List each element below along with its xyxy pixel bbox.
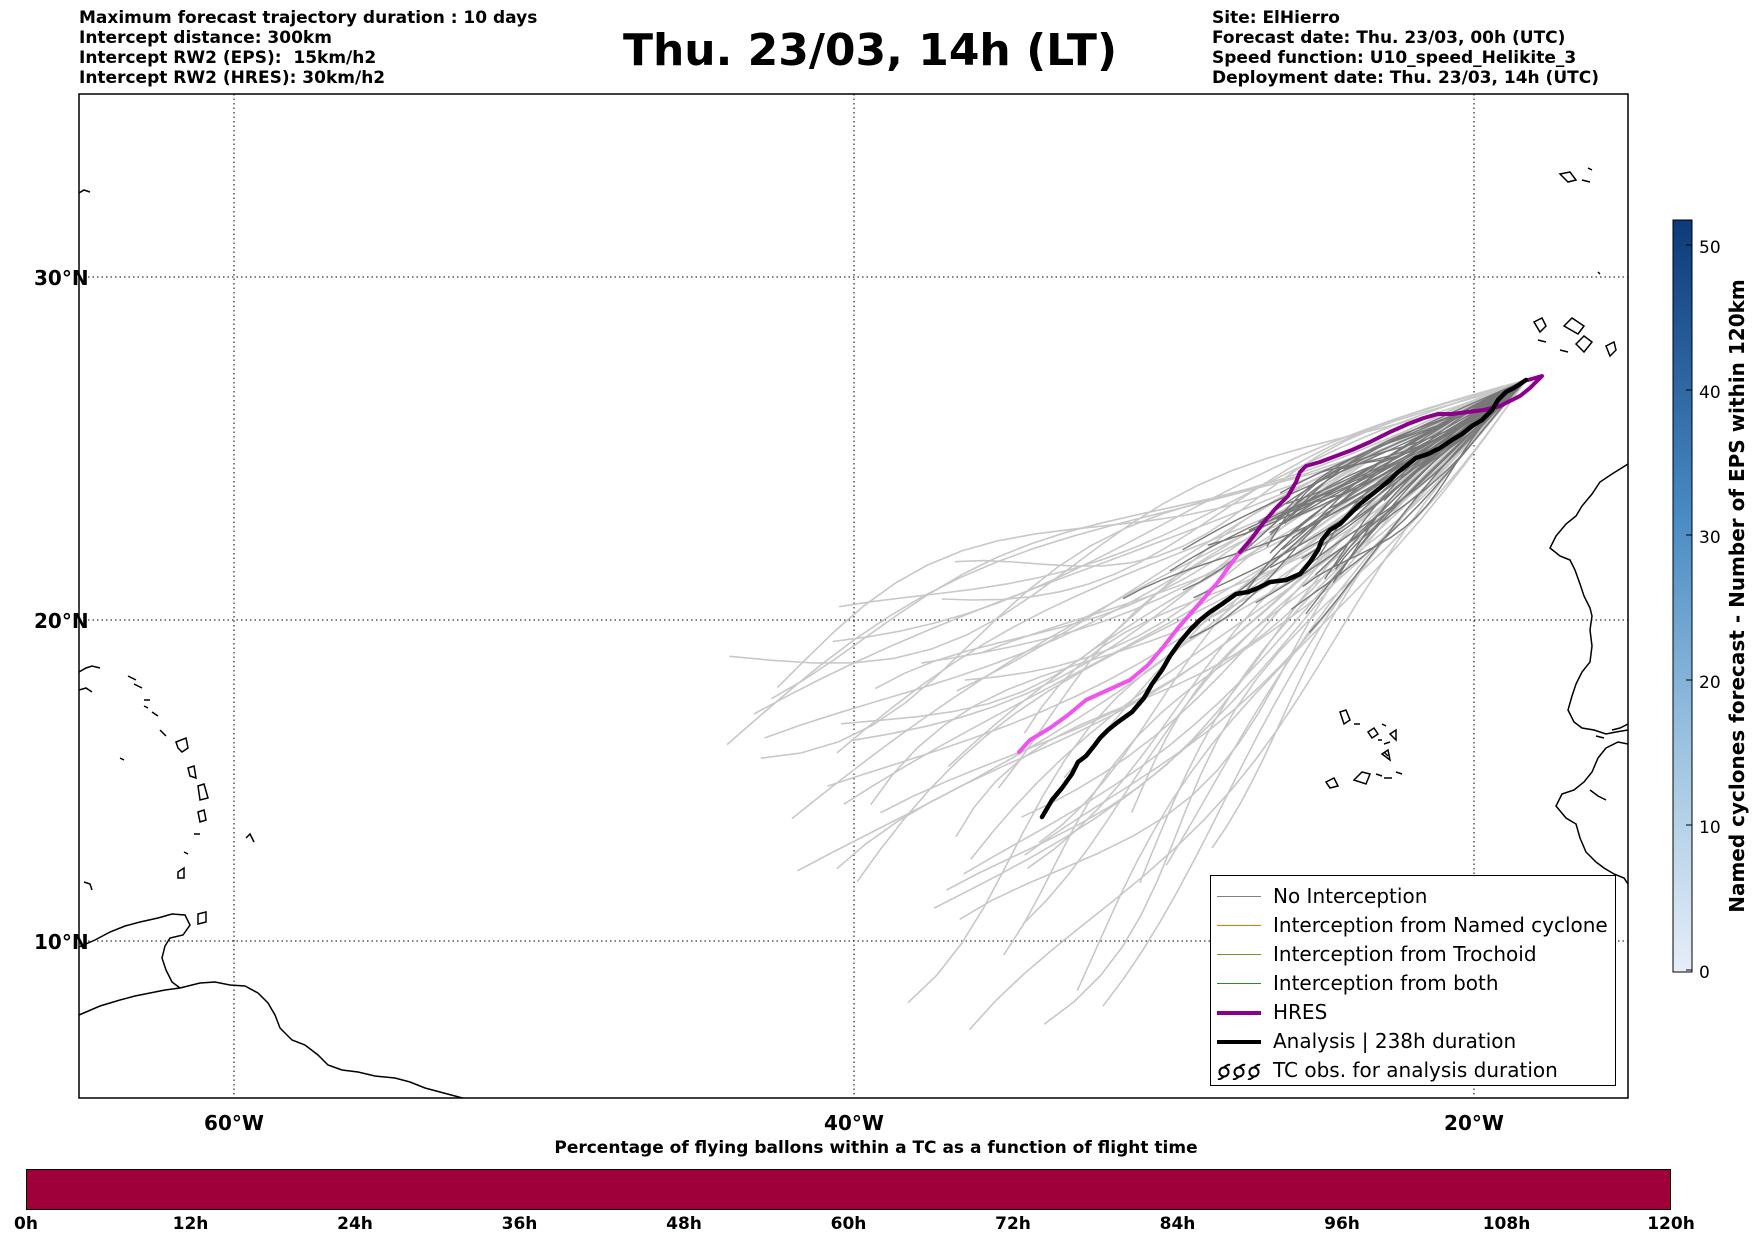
cape-verde-islands (1324, 709, 1403, 789)
thin-olive-line-icon (1217, 954, 1261, 955)
analysis-trajectory (1039, 377, 1529, 820)
hres-trajectory (1238, 374, 1544, 554)
senegal-coast-detail (1589, 723, 1628, 801)
legend-item-analysis: Analysis | 238h duration (1211, 1027, 1615, 1056)
eps-trajectory (760, 379, 1527, 759)
colorbar-gradient (1672, 219, 1693, 973)
legend-item-tc-obs: TC obs. for analysis duration (1211, 1056, 1615, 1085)
lat-tick-30n: 30°N (34, 266, 89, 290)
flight-time-tick: 36h (501, 1214, 538, 1234)
legend-label: No Interception (1273, 884, 1428, 908)
north-america-island-west (79, 189, 91, 194)
flight-time-tick: 96h (1324, 1214, 1360, 1234)
legend-label: Interception from Trochoid (1273, 942, 1537, 966)
thick-purple-line-icon (1217, 1011, 1261, 1015)
trinidad (197, 911, 207, 925)
eps-trajectory (946, 379, 1527, 891)
colorbar-tick-50: 50 (1699, 238, 1721, 258)
site-info-block: Site: ElHierro Forecast date: Thu. 23/03… (1212, 8, 1599, 88)
flight-time-tick: 120h (1647, 1214, 1695, 1234)
lon-tick-60w: 60°W (204, 1111, 264, 1135)
eps-trajectory (1043, 379, 1527, 1025)
colorbar-tick-0: 0 (1699, 963, 1710, 983)
lon-tick-20w: 20°W (1444, 1111, 1504, 1135)
eps-trajectory (838, 379, 1527, 608)
thin-green-line-icon (1217, 983, 1261, 984)
deployment-date-text: Deployment date: Thu. 23/03, 14h (UTC) (1212, 68, 1599, 88)
legend-item-hres: HRES (1211, 998, 1615, 1027)
eps-trajectory (771, 379, 1527, 700)
colorbar-tick-marks (1686, 244, 1692, 971)
site-text: Site: ElHierro (1212, 8, 1340, 28)
madeira (1558, 167, 1593, 183)
coastlines (79, 167, 1628, 1098)
legend-label: Interception from both (1273, 971, 1499, 995)
intercept-eps-text: Intercept RW2 (EPS): 15km/h2 (79, 48, 377, 68)
flight-time-tick: 12h (172, 1214, 209, 1234)
graticule (79, 94, 1628, 1098)
eps-trajectory (1076, 379, 1527, 991)
flight-time-tick: 84h (1159, 1214, 1196, 1234)
thick-black-line-icon (1217, 1040, 1261, 1044)
flight-time-tick: 24h (337, 1214, 373, 1234)
legend-label: TC obs. for analysis duration (1273, 1058, 1558, 1082)
lat-tick-20n: 20°N (34, 609, 89, 633)
legend-label: Interception from Named cyclone (1273, 913, 1608, 937)
legend-item-named-cyclone: Interception from Named cyclone (1211, 911, 1615, 940)
flight-time-tick: 48h (666, 1214, 702, 1234)
legend-item-trochoid: Interception from Trochoid (1211, 940, 1615, 969)
colorbar-tick-30: 30 (1699, 528, 1721, 548)
flight-time-tick: 0h (14, 1214, 38, 1234)
eps-trajectory (1279, 379, 1527, 494)
eps-trajectory (963, 379, 1527, 875)
south-america-coast (79, 981, 466, 1098)
eps-trajectory (954, 379, 1527, 567)
eps-trajectory (941, 379, 1527, 601)
tc-percentage-title: Percentage of flying ballons within a TC… (554, 1138, 1198, 1158)
thin-orange-line-icon (1217, 925, 1261, 926)
flight-time-tick: 72h (995, 1214, 1031, 1234)
lat-tick-10n: 10°N (34, 930, 89, 954)
eps-trajectory (1211, 379, 1527, 849)
thin-gray-line-icon (1217, 896, 1261, 897)
eps-trajectory (1269, 379, 1527, 569)
cyclone-colorbar: 0 10 20 30 40 50 Named cyclones forecast… (1672, 219, 1749, 983)
forecast-settings-block: Maximum forecast trajectory duration : 1… (79, 8, 537, 88)
caribbean-islands-east (79, 665, 255, 891)
colorbar-tick-40: 40 (1699, 383, 1721, 403)
west-africa-coast-south (1555, 741, 1628, 885)
legend-item-both: Interception from both (1211, 969, 1615, 998)
legend-item-no-interception: No Interception (1211, 882, 1615, 911)
intercept-hres-text: Intercept RW2 (HRES): 30km/h2 (79, 68, 386, 88)
legend-label: HRES (1273, 1000, 1328, 1024)
cyclone-symbols-icon (1217, 1063, 1261, 1080)
venezuela-coast-detail (79, 913, 191, 989)
hres-trajectory-light (1017, 540, 1252, 754)
page-title: Thu. 23/03, 14h (LT) (622, 25, 1118, 76)
intercept-distance-text: Intercept distance: 300km (79, 28, 332, 48)
azores-point (1597, 271, 1601, 275)
eps-trajectory (1306, 379, 1527, 568)
speed-function-text: Speed function: U10_speed_Helikite_3 (1212, 48, 1577, 68)
colorbar-label: Named cyclones forecast - Number of EPS … (1725, 279, 1749, 913)
west-africa-coast (1549, 463, 1628, 735)
eps-trajectory (1269, 379, 1527, 534)
max-duration-text: Maximum forecast trajectory duration : 1… (79, 8, 538, 28)
flight-time-tick: 60h (830, 1214, 867, 1234)
legend: No Interception Interception from Named … (1210, 875, 1616, 1086)
tc-percentage-bar (26, 1169, 1671, 1210)
canary-islands (1532, 316, 1617, 358)
eps-trajectory (1189, 379, 1527, 639)
flight-time-tick: 108h (1482, 1214, 1531, 1234)
legend-label: Analysis | 238h duration (1273, 1029, 1517, 1053)
map-frame (78, 93, 1629, 1099)
forecast-date-text: Forecast date: Thu. 23/03, 00h (UTC) (1212, 28, 1566, 48)
eps-trajectory (776, 379, 1527, 688)
colorbar-tick-10: 10 (1699, 818, 1721, 838)
colorbar-tick-20: 20 (1699, 673, 1721, 693)
lon-tick-40w: 40°W (824, 1111, 884, 1135)
